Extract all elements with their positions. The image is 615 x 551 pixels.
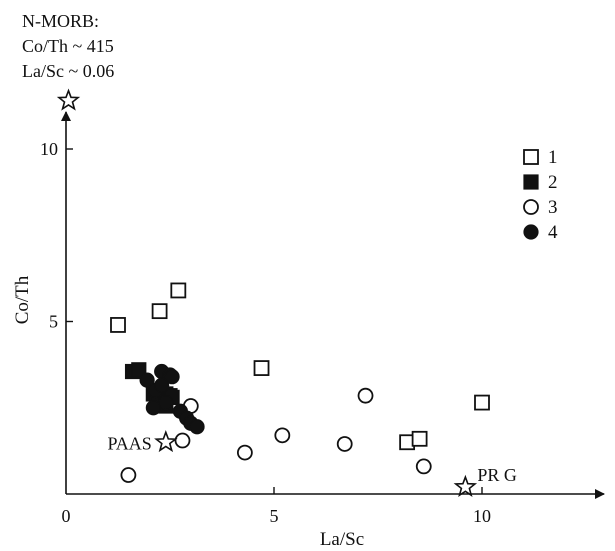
data-point-series-3 [336,436,353,452]
y-tick-label: 5 [49,312,58,332]
legend-label-3: 3 [548,197,558,218]
legend-label-1: 1 [548,147,558,168]
data-point-series-3 [415,458,432,475]
x-tick-label: 0 [62,506,71,526]
data-point-series-1 [411,430,428,447]
annotation-line-3: La/Sc ~ 0.06 [22,61,114,81]
data-point-series-4 [164,369,180,385]
data-point-series-3 [174,432,191,449]
y-tick-label: 10 [40,139,58,159]
data-point-series-4 [154,377,170,393]
data-point-series-4 [145,400,161,416]
annotation-line-2: Co/Th ~ 415 [22,36,114,56]
reference-star-n-morb [56,88,81,111]
reference-star-paas [154,430,178,453]
data-point-series-3 [236,444,253,461]
reference-label-paas: PAAS [107,433,151,453]
data-point-series-4 [139,372,155,388]
legend-marker-2 [523,174,539,190]
y-axis-label: Co/Th [12,275,33,324]
data-point-series-1 [151,303,168,320]
annotation-line-1: N-MORB: [22,11,99,31]
legend-label-4: 4 [548,222,558,243]
legend-marker-3 [523,199,539,215]
legend-label-2: 2 [548,172,558,193]
legend-marker-4 [523,224,539,240]
data-point-series-1 [474,394,490,411]
x-tick-label: 10 [473,506,491,526]
x-axis-label: La/Sc [320,529,364,550]
data-point-series-1 [110,317,126,333]
reference-label-pr-g: PR G [477,465,517,485]
data-point-series-1 [170,282,187,299]
data-point-series-3 [274,427,291,444]
data-point-series-2 [131,362,147,378]
x-tick-label: 5 [270,506,279,526]
legend: 1 2 3 4 [523,147,558,243]
axis-ticks: 0 5 10 5 10 [40,139,491,526]
data-point-series-4 [189,419,205,435]
legend-marker-1 [523,149,539,165]
data-point-series-3 [357,387,374,404]
data-points [110,282,490,483]
reference-points: PAAS PR G [56,88,517,498]
data-point-series-1 [253,360,270,376]
reference-star-pr-g [453,474,478,498]
data-point-series-3 [120,467,137,483]
